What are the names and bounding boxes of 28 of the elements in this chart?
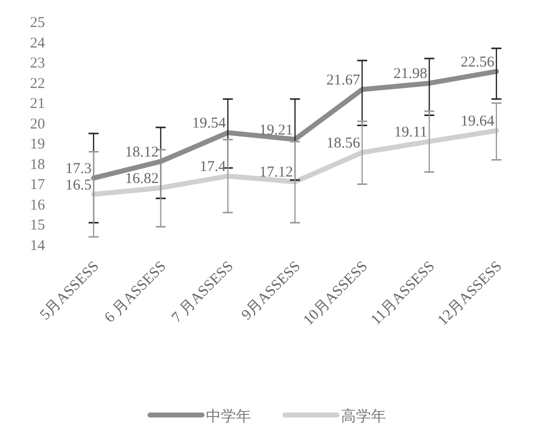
data-label: 18.56 <box>326 136 361 152</box>
data-label: 16.82 <box>124 170 159 187</box>
y-tick-label: 17 <box>30 177 46 194</box>
data-label: 17.4 <box>200 159 226 176</box>
data-label: 21.98 <box>394 66 428 82</box>
data-label: 21.67 <box>326 72 361 89</box>
data-label: 16.5 <box>65 177 92 194</box>
data-label: 17.12 <box>259 164 293 181</box>
data-label: 19.54 <box>192 116 226 132</box>
legend-label: 中学年 <box>206 408 251 425</box>
data-label: 18.12 <box>124 144 159 160</box>
data-label: 17.3 <box>65 161 92 178</box>
y-tick-label: 15 <box>30 218 45 234</box>
data-label: 22.56 <box>460 54 495 70</box>
y-tick-label: 24 <box>30 35 46 52</box>
y-tick-label: 16 <box>30 197 46 214</box>
data-label: 19.21 <box>259 122 293 138</box>
y-tick-label: 20 <box>30 116 45 132</box>
y-tick-label: 22 <box>30 76 45 92</box>
data-label: 19.11 <box>394 124 428 140</box>
y-tick-label: 21 <box>30 96 45 112</box>
y-tick-label: 19 <box>30 136 45 153</box>
y-tick-label: 18 <box>30 156 45 173</box>
y-tick-label: 25 <box>30 15 45 31</box>
data-label: 19.64 <box>460 114 495 130</box>
y-tick-label: 14 <box>30 238 46 254</box>
y-tick-label: 23 <box>30 56 45 72</box>
legend-label: 高学年 <box>341 408 386 425</box>
